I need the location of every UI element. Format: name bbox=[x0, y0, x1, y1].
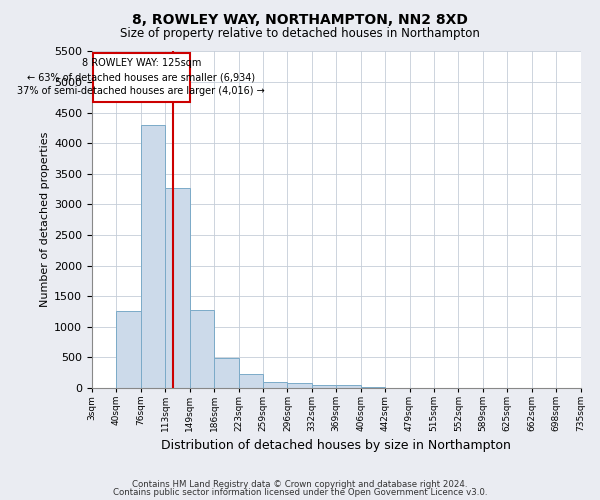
Bar bbox=[141, 125, 165, 388]
Bar bbox=[287, 384, 312, 388]
Bar bbox=[214, 358, 239, 388]
FancyBboxPatch shape bbox=[93, 52, 190, 102]
Y-axis label: Number of detached properties: Number of detached properties bbox=[40, 132, 50, 308]
Bar bbox=[190, 310, 214, 388]
Bar bbox=[361, 387, 385, 388]
Text: Contains public sector information licensed under the Open Government Licence v3: Contains public sector information licen… bbox=[113, 488, 487, 497]
Bar bbox=[116, 312, 141, 388]
Bar bbox=[239, 374, 263, 388]
Bar bbox=[312, 385, 336, 388]
Text: 8 ROWLEY WAY: 125sqm
← 63% of detached houses are smaller (6,934)
37% of semi-de: 8 ROWLEY WAY: 125sqm ← 63% of detached h… bbox=[17, 58, 265, 96]
X-axis label: Distribution of detached houses by size in Northampton: Distribution of detached houses by size … bbox=[161, 440, 511, 452]
Bar bbox=[263, 382, 287, 388]
Text: Contains HM Land Registry data © Crown copyright and database right 2024.: Contains HM Land Registry data © Crown c… bbox=[132, 480, 468, 489]
Bar bbox=[336, 385, 361, 388]
Bar bbox=[165, 188, 190, 388]
Text: 8, ROWLEY WAY, NORTHAMPTON, NN2 8XD: 8, ROWLEY WAY, NORTHAMPTON, NN2 8XD bbox=[132, 12, 468, 26]
Text: Size of property relative to detached houses in Northampton: Size of property relative to detached ho… bbox=[120, 28, 480, 40]
